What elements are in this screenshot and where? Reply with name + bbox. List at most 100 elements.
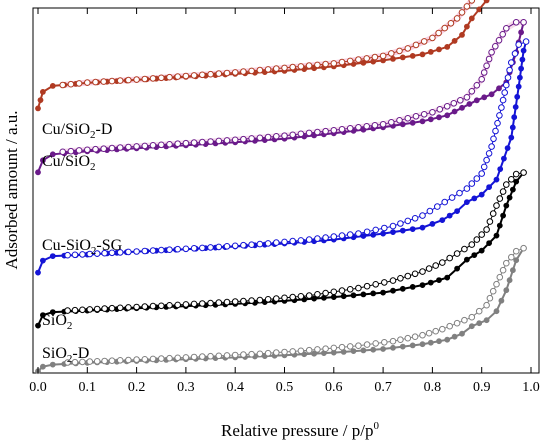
adsorption-point xyxy=(350,292,357,299)
desorption-point xyxy=(174,73,181,80)
x-axis-title: Relative pressure / p/p0 xyxy=(221,420,380,440)
desorption-point xyxy=(463,185,471,192)
desorption-point xyxy=(511,50,519,57)
desorption-point xyxy=(458,9,466,16)
desorption-point xyxy=(71,358,79,366)
desorption-point xyxy=(363,228,371,236)
desorption-point xyxy=(215,299,223,306)
adsorption-point xyxy=(360,233,367,239)
desorption-point xyxy=(461,245,468,253)
adsorption-point xyxy=(427,339,434,346)
desorption-point xyxy=(190,72,198,79)
desorption-point xyxy=(363,282,371,290)
adsorption-point xyxy=(399,121,406,128)
adsorption-point xyxy=(399,343,406,350)
y-axis-title: Adsorbed amount / a.u. xyxy=(2,110,21,269)
desorption-point xyxy=(240,135,247,143)
desorption-point xyxy=(67,147,75,155)
desorption-point xyxy=(240,68,247,75)
adsorption-point xyxy=(451,38,458,44)
desorption-point xyxy=(420,111,428,118)
x-tick-label: 0.7 xyxy=(374,380,392,395)
adsorption-point xyxy=(380,346,386,352)
desorption-point xyxy=(273,239,280,246)
desorption-point xyxy=(158,141,165,149)
desorption-point xyxy=(496,195,504,202)
desorption-point xyxy=(489,210,497,217)
desorption-point xyxy=(404,334,412,342)
adsorption-point xyxy=(463,256,470,263)
adsorption-point xyxy=(390,56,396,62)
desorption-point xyxy=(473,175,481,182)
desorption-point xyxy=(443,103,451,110)
adsorption-point xyxy=(444,44,451,50)
desorption-point xyxy=(498,104,505,111)
desorption-point xyxy=(215,137,223,145)
adsorption-point xyxy=(483,0,490,4)
desorption-point xyxy=(125,248,132,256)
desorption-point xyxy=(468,313,476,321)
desorption-point xyxy=(446,254,454,262)
adsorption-point xyxy=(427,49,434,55)
desorption-point xyxy=(501,89,509,96)
desorption-point xyxy=(281,348,288,356)
desorption-point xyxy=(75,80,83,87)
desorption-point xyxy=(503,81,510,89)
desorption-point xyxy=(372,340,380,347)
adsorption-point xyxy=(40,257,46,264)
desorption-point xyxy=(182,301,190,308)
desorption-point xyxy=(483,226,490,233)
desorption-point xyxy=(483,156,490,164)
desorption-point xyxy=(207,299,214,307)
plot-frame xyxy=(32,7,540,374)
adsorption-point xyxy=(486,240,492,246)
series-label-main: SiO xyxy=(42,345,67,362)
adsorption-point xyxy=(512,104,519,110)
desorption-point xyxy=(100,145,107,152)
adsorption-point xyxy=(427,116,434,123)
adsorption-point xyxy=(390,229,396,235)
desorption-point xyxy=(330,233,338,240)
desorption-point xyxy=(166,354,173,362)
desorption-point xyxy=(441,24,449,32)
desorption-point xyxy=(314,235,321,242)
desorption-point xyxy=(381,224,388,232)
adsorption-point xyxy=(510,186,516,193)
series-label-sub: 2 xyxy=(67,353,73,365)
adsorption-point xyxy=(463,23,470,30)
desorption-point xyxy=(108,357,116,365)
desorption-point xyxy=(468,88,476,95)
desorption-point xyxy=(223,243,231,250)
desorption-point xyxy=(420,38,428,45)
adsorption-point xyxy=(454,208,460,214)
adsorption-point xyxy=(519,56,526,63)
desorption-point xyxy=(503,181,510,188)
adsorption-point xyxy=(380,289,386,296)
desorption-point xyxy=(248,67,255,75)
adsorption-point xyxy=(503,287,510,294)
desorption-point xyxy=(264,240,272,247)
adsorption-point xyxy=(390,287,396,294)
desorption-point xyxy=(273,295,280,302)
desorption-point xyxy=(314,61,321,69)
adsorption-point xyxy=(380,230,386,237)
desorption-point xyxy=(100,78,107,85)
desorption-point xyxy=(379,121,387,128)
desorption-point xyxy=(322,60,329,68)
desorption-point xyxy=(346,231,354,238)
desorption-point xyxy=(371,122,379,129)
desorption-point xyxy=(314,346,321,353)
series-label: SiO2-D xyxy=(42,345,89,365)
desorption-point xyxy=(468,180,476,187)
desorption-point xyxy=(84,79,91,86)
adsorption-point xyxy=(503,202,510,209)
desorption-point xyxy=(520,19,527,26)
adsorption-point xyxy=(427,279,434,286)
desorption-point xyxy=(453,250,461,257)
desorption-point xyxy=(453,319,461,327)
adsorption-point xyxy=(473,97,480,104)
series-label-tail: -SG xyxy=(96,237,122,254)
desorption-point xyxy=(116,144,124,151)
desorption-point xyxy=(79,358,86,366)
x-axis-title-sup: 0 xyxy=(374,420,380,432)
